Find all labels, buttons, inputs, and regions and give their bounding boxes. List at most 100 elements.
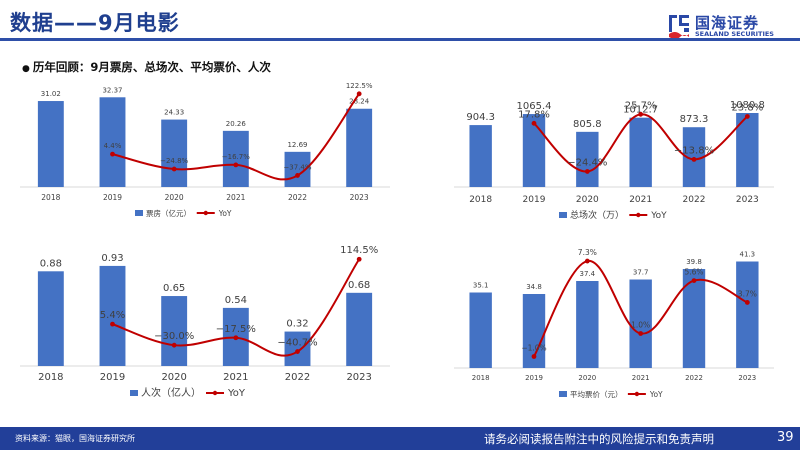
x-tick-label: 2022 (285, 372, 310, 383)
x-tick-label: 2023 (736, 195, 759, 205)
yoy-value-label: 3.7% (738, 289, 757, 298)
bar-value-label: 31.02 (41, 90, 61, 98)
legend-bar-label: 平均票价（元） (570, 389, 623, 399)
bar-value-label: 0.65 (163, 283, 185, 294)
yoy-point (356, 256, 362, 262)
yoy-line (112, 93, 360, 181)
x-tick-label: 2022 (288, 193, 307, 202)
yoy-point (110, 151, 115, 157)
bar-value-label: 0.54 (225, 295, 247, 306)
legend-line-label: YoY (649, 390, 663, 399)
disclaimer: 请务必阅读报告附注中的风险提示和免责声明 (484, 432, 714, 446)
bar (736, 261, 759, 368)
yoy-value-label: 1.0% (631, 321, 650, 330)
logo-mark-icon (669, 15, 689, 38)
bar-value-label: 37.4 (580, 270, 596, 278)
header-divider (0, 38, 800, 41)
x-tick-label: 2019 (523, 195, 546, 205)
bar (469, 292, 492, 368)
yoy-point (356, 91, 362, 97)
x-tick-label: 2019 (100, 372, 125, 383)
bar (37, 101, 64, 187)
bar-value-label: 1080.8 (730, 100, 765, 111)
yoy-point (584, 169, 590, 174)
x-tick-label: 2019 (525, 374, 543, 382)
yoy-value-label: −1.0% (521, 344, 546, 353)
yoy-point (233, 335, 239, 341)
legend-line-marker (634, 391, 640, 397)
bar-value-label: 0.93 (101, 253, 123, 264)
bar-value-label: 20.26 (226, 120, 247, 128)
bar (736, 113, 759, 187)
yoy-value-label: −17.5% (216, 324, 256, 335)
bar-value-label: 805.8 (573, 119, 602, 130)
x-tick-label: 2023 (350, 193, 369, 202)
yoy-point (171, 342, 177, 348)
yoy-line (533, 260, 748, 357)
legend-bar-label: 总场次（万） (570, 209, 624, 221)
bar-value-label: 873.3 (680, 114, 709, 125)
chart-avgprice: 35.1 2018 34.8 2019 37.4 2020 37.7 2021 39.8 2022… (454, 223, 774, 408)
page-title: 数据——9月电影 (10, 11, 180, 35)
bar (37, 271, 64, 366)
yoy-value-label: 4.4% (104, 142, 122, 150)
legend-bar-swatch (135, 210, 143, 216)
bar (284, 331, 311, 366)
bar-value-label: 32.37 (102, 86, 122, 94)
legend-line-marker (203, 210, 208, 216)
bar-value-label: 34.8 (526, 283, 542, 291)
source-note: 资料来源：猫眼，国海证券研究所 (15, 434, 135, 443)
logo-text-cn: 国海证券 (695, 14, 760, 32)
x-tick-label: 2021 (632, 374, 650, 382)
yoy-point (531, 120, 537, 126)
section-heading: ● 历年回顾：9月票房、总场次、平均票价、人次 (22, 59, 271, 75)
bar (522, 294, 546, 368)
x-tick-label: 2018 (38, 372, 63, 383)
chart-admissions: 0.88 2018 0.93 2019 0.65 2020 0.54 2021 0.32 2022… (20, 233, 390, 408)
bullet-icon: ● (22, 64, 30, 74)
x-tick-label: 2019 (103, 193, 122, 202)
chart-svg: 0.88 2018 0.93 2019 0.65 2020 0.54 2021 0.32 2022… (20, 245, 390, 399)
chart-svg: 904.3 2018 1065.4 2019 805.8 2020 1012.7 2021 87… (454, 100, 774, 221)
legend-bar-swatch (559, 212, 567, 218)
x-tick-label: 2021 (223, 372, 248, 383)
yoy-value-label: 5.6% (684, 268, 703, 277)
bar-value-label: 28.24 (349, 98, 370, 106)
bar-value-label: 41.3 (740, 251, 756, 259)
yoy-point (295, 173, 300, 178)
yoy-value-label: −37.4% (283, 163, 311, 171)
legend-bar-swatch (130, 390, 138, 396)
yoy-point (691, 278, 697, 283)
bar-value-label: 24.33 (164, 109, 184, 117)
legend-bar-label: 票房（亿元） (146, 208, 191, 218)
bar-value-label: 0.68 (348, 280, 370, 291)
x-tick-label: 2021 (226, 193, 245, 202)
bar (99, 265, 126, 366)
bar (629, 117, 652, 187)
yoy-point (638, 111, 644, 117)
bar (346, 292, 373, 366)
bar (469, 125, 492, 187)
yoy-value-label: −13.8% (674, 145, 714, 156)
yoy-value-label: 122.5% (346, 82, 373, 90)
legend-line-label: YoY (218, 209, 232, 218)
bar (346, 108, 373, 187)
bar-value-label: 0.88 (40, 258, 62, 269)
chart-svg: 35.1 2018 34.8 2019 37.4 2020 37.7 2021 39.8 2022… (454, 248, 774, 399)
yoy-value-label: 17.8% (518, 109, 550, 120)
bar (629, 279, 652, 368)
x-tick-label: 2020 (161, 372, 186, 383)
bar (682, 269, 706, 368)
bar-value-label: 39.8 (686, 258, 702, 266)
bar (522, 114, 546, 187)
bar (161, 296, 188, 366)
chart-screenings: 904.3 2018 1065.4 2019 805.8 2020 1012.7 2021 87… (454, 80, 774, 230)
x-tick-label: 2018 (472, 374, 490, 382)
yoy-point (691, 156, 697, 162)
bar-value-label: 37.7 (633, 269, 649, 277)
legend-line-label: YoY (650, 211, 667, 221)
footer-bar: 资料来源：猫眼，国海证券研究所 请务必阅读报告附注中的风险提示和免责声明 39 (0, 427, 800, 450)
chart-svg: 31.02 2018 32.37 2019 24.33 2020 20.26 2021 12.6… (20, 82, 390, 218)
yoy-value-label: −30.0% (154, 331, 194, 342)
yoy-value-label: 7.3% (578, 248, 597, 257)
